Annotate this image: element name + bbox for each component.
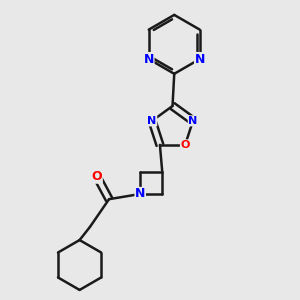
- Text: N: N: [144, 52, 154, 66]
- Text: N: N: [135, 188, 146, 200]
- Text: N: N: [188, 116, 198, 126]
- Text: O: O: [181, 140, 190, 150]
- Text: N: N: [195, 52, 205, 66]
- Text: N: N: [148, 116, 157, 126]
- Text: O: O: [92, 170, 102, 183]
